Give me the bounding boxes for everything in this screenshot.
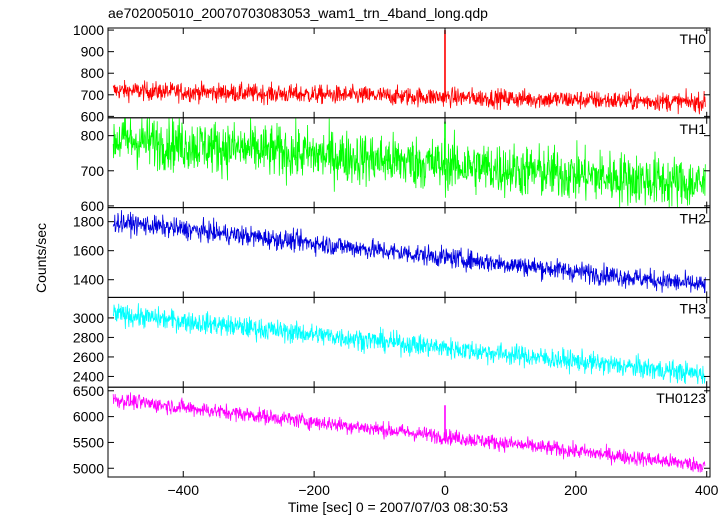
ytick-label-th0-800: 800 <box>81 65 105 81</box>
ytick-label-th1-700: 700 <box>81 163 105 179</box>
xtick-label--400: −400 <box>167 482 199 498</box>
series-line-th2 <box>112 210 706 294</box>
ytick-label-th0123-6000: 6000 <box>73 409 104 425</box>
ytick-label-th1-800: 800 <box>81 128 105 144</box>
ytick-label-th0-600: 600 <box>81 108 105 124</box>
series-line-th3 <box>112 303 706 385</box>
ytick-label-th3-2400: 2400 <box>73 368 104 384</box>
xtick-label-400: 400 <box>695 482 719 498</box>
ytick-label-th3-3000: 3000 <box>73 310 104 326</box>
xtick-label--200: −200 <box>298 482 330 498</box>
ytick-label-th2-1400: 1400 <box>73 272 104 288</box>
series-line-th0 <box>112 79 706 115</box>
ytick-label-th3-2600: 2600 <box>73 349 104 365</box>
series-label-th2: TH2 <box>680 211 707 227</box>
panel-frame-th0123 <box>107 386 711 478</box>
ytick-label-th2-1600: 1600 <box>73 243 104 259</box>
ytick-label-th3-2800: 2800 <box>73 329 104 345</box>
xtick-label-0: 0 <box>441 482 449 498</box>
ytick-label-th0-1000: 1000 <box>73 22 104 38</box>
ytick-label-th2-1800: 1800 <box>73 214 104 230</box>
panel-th2: 1400 1600 1800 TH2 <box>73 207 711 298</box>
ytick-label-th0-700: 700 <box>81 87 105 103</box>
panel-th3: 2400 2600 2800 3000 TH3 <box>73 296 711 388</box>
series-line-th0123 <box>112 392 706 473</box>
ytick-label-th0-900: 900 <box>81 44 105 60</box>
ytick-label-th0123-5500: 5500 <box>73 434 104 450</box>
panel-th1: 600 700 800 TH1 <box>81 117 711 214</box>
panel-th0: 600 700 800 900 1000 TH0 <box>73 22 711 124</box>
ytick-label-th1-600: 600 <box>81 198 105 214</box>
series-label-th3: TH3 <box>680 300 707 316</box>
panel-th0123: 5000 5500 6000 6500 TH0123 <box>73 383 711 478</box>
ytick-label-th0123-5000: 5000 <box>73 460 104 476</box>
series-label-th1: TH1 <box>680 121 707 137</box>
ytick-label-th0123-6500: 6500 <box>73 383 104 399</box>
series-label-th0123: TH0123 <box>656 390 706 406</box>
y-axis-label: Counts/sec <box>33 223 49 293</box>
chart-title: ae702005010_20070703083053_wam1_trn_4ban… <box>108 5 488 21</box>
series-label-th0: TH0 <box>680 31 707 47</box>
x-axis-label: Time [sec] 0 = 2007/07/03 08:30:53 <box>288 499 508 515</box>
xtick-label-200: 200 <box>564 482 588 498</box>
series-line-th1 <box>112 118 706 208</box>
